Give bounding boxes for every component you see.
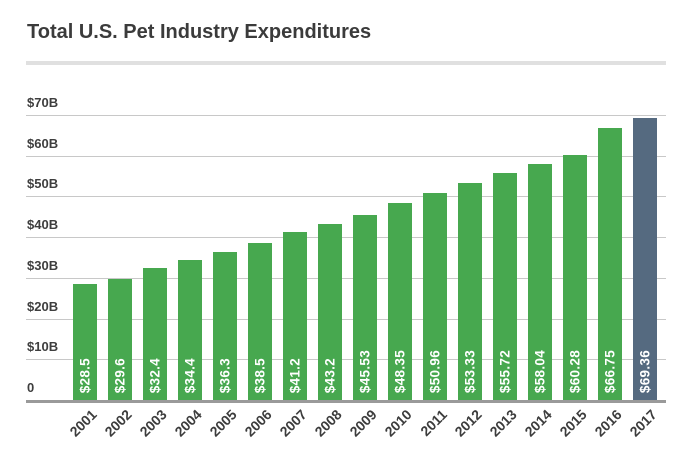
- bar-value-label-2016: $66.75: [602, 349, 618, 393]
- x-tick-label-2002: 2002: [101, 406, 135, 440]
- bar-2011: $50.96: [423, 192, 447, 400]
- bar-2013: $55.72: [493, 173, 517, 400]
- bar-value-label-2007: $41.2: [287, 357, 303, 393]
- x-tick-label-2014: 2014: [521, 406, 555, 440]
- gridline-$30B: [26, 277, 666, 279]
- x-tick-label-2004: 2004: [171, 406, 205, 440]
- bar-value-label-2012: $53.33: [462, 349, 478, 393]
- bar-2004: $34.4: [178, 259, 202, 400]
- bar-value-label-2014: $58.04: [532, 349, 548, 393]
- bar-2014: $58.04: [528, 163, 552, 400]
- gridline-$60B: [26, 155, 666, 157]
- y-tick-label-0: 0: [27, 380, 35, 395]
- x-tick-label-2006: 2006: [241, 406, 275, 440]
- bar-value-label-2009: $45.53: [357, 349, 373, 393]
- x-tick-label-2015: 2015: [556, 406, 590, 440]
- x-tick-label-2007: 2007: [276, 406, 310, 440]
- x-tick-label-2003: 2003: [136, 406, 170, 440]
- chart-title: Total U.S. Pet Industry Expenditures: [27, 21, 372, 43]
- x-tick-label-2017: 2017: [626, 406, 660, 440]
- bar-value-label-2017: $69.36: [637, 349, 653, 393]
- x-tick-label-2010: 2010: [381, 406, 415, 440]
- x-tick-label-2005: 2005: [206, 406, 240, 440]
- bar-2008: $43.2: [318, 224, 342, 400]
- y-tick-label-$40B: $40B: [27, 217, 59, 233]
- x-tick-label-2011: 2011: [416, 406, 450, 440]
- title-divider: [26, 61, 666, 65]
- bar-2001: $28.5: [73, 283, 97, 400]
- x-tick-label-2008: 2008: [311, 406, 345, 440]
- bar-2007: $41.2: [283, 232, 307, 400]
- bar-value-label-2011: $50.96: [427, 349, 443, 393]
- bar-2012: $53.33: [458, 182, 482, 400]
- bar-value-label-2001: $28.5: [77, 357, 93, 393]
- x-tick-label-2009: 2009: [346, 406, 380, 440]
- bar-value-label-2010: $48.35: [392, 349, 408, 393]
- y-tick-label-$10B: $10B: [27, 339, 59, 355]
- bar-value-label-2002: $29.6: [112, 357, 128, 393]
- bar-2015: $60.28: [563, 154, 587, 400]
- x-axis-line: [26, 400, 666, 403]
- y-tick-label-$20B: $20B: [27, 298, 59, 314]
- bar-value-label-2006: $38.5: [252, 357, 268, 393]
- gridline-$70B: [26, 115, 666, 116]
- bar-value-label-2015: $60.28: [567, 349, 583, 393]
- x-tick-label-2013: 2013: [486, 406, 520, 440]
- x-tick-label-2016: 2016: [591, 406, 625, 440]
- bar-2017: $69.36: [633, 117, 657, 400]
- gridline-$10B: [26, 359, 666, 361]
- bar-2010: $48.35: [388, 203, 412, 400]
- bar-value-label-2008: $43.2: [322, 357, 338, 393]
- y-tick-label-$30B: $30B: [27, 257, 59, 273]
- bar-2005: $36.3: [213, 252, 237, 400]
- bar-2003: $32.4: [143, 268, 167, 400]
- bar-2006: $38.5: [248, 243, 272, 400]
- x-tick-label-2001: 2001: [66, 406, 100, 440]
- bar-value-label-2003: $32.4: [147, 357, 163, 393]
- y-tick-label-$60B: $60B: [27, 135, 59, 151]
- x-tick-label-2012: 2012: [451, 406, 485, 440]
- bar-value-label-2005: $36.3: [217, 357, 233, 393]
- bar-2002: $29.6: [108, 279, 132, 400]
- bar-value-label-2004: $34.4: [182, 357, 198, 393]
- y-tick-label-$70B: $70B: [27, 95, 59, 110]
- gridline-$20B: [26, 318, 666, 320]
- gridline-$50B: [26, 196, 666, 198]
- y-tick-label-$50B: $50B: [27, 176, 59, 192]
- bar-2009: $45.53: [353, 214, 377, 400]
- bar-value-label-2013: $55.72: [497, 349, 513, 393]
- gridline-$40B: [26, 237, 666, 239]
- bar-2016: $66.75: [598, 128, 622, 400]
